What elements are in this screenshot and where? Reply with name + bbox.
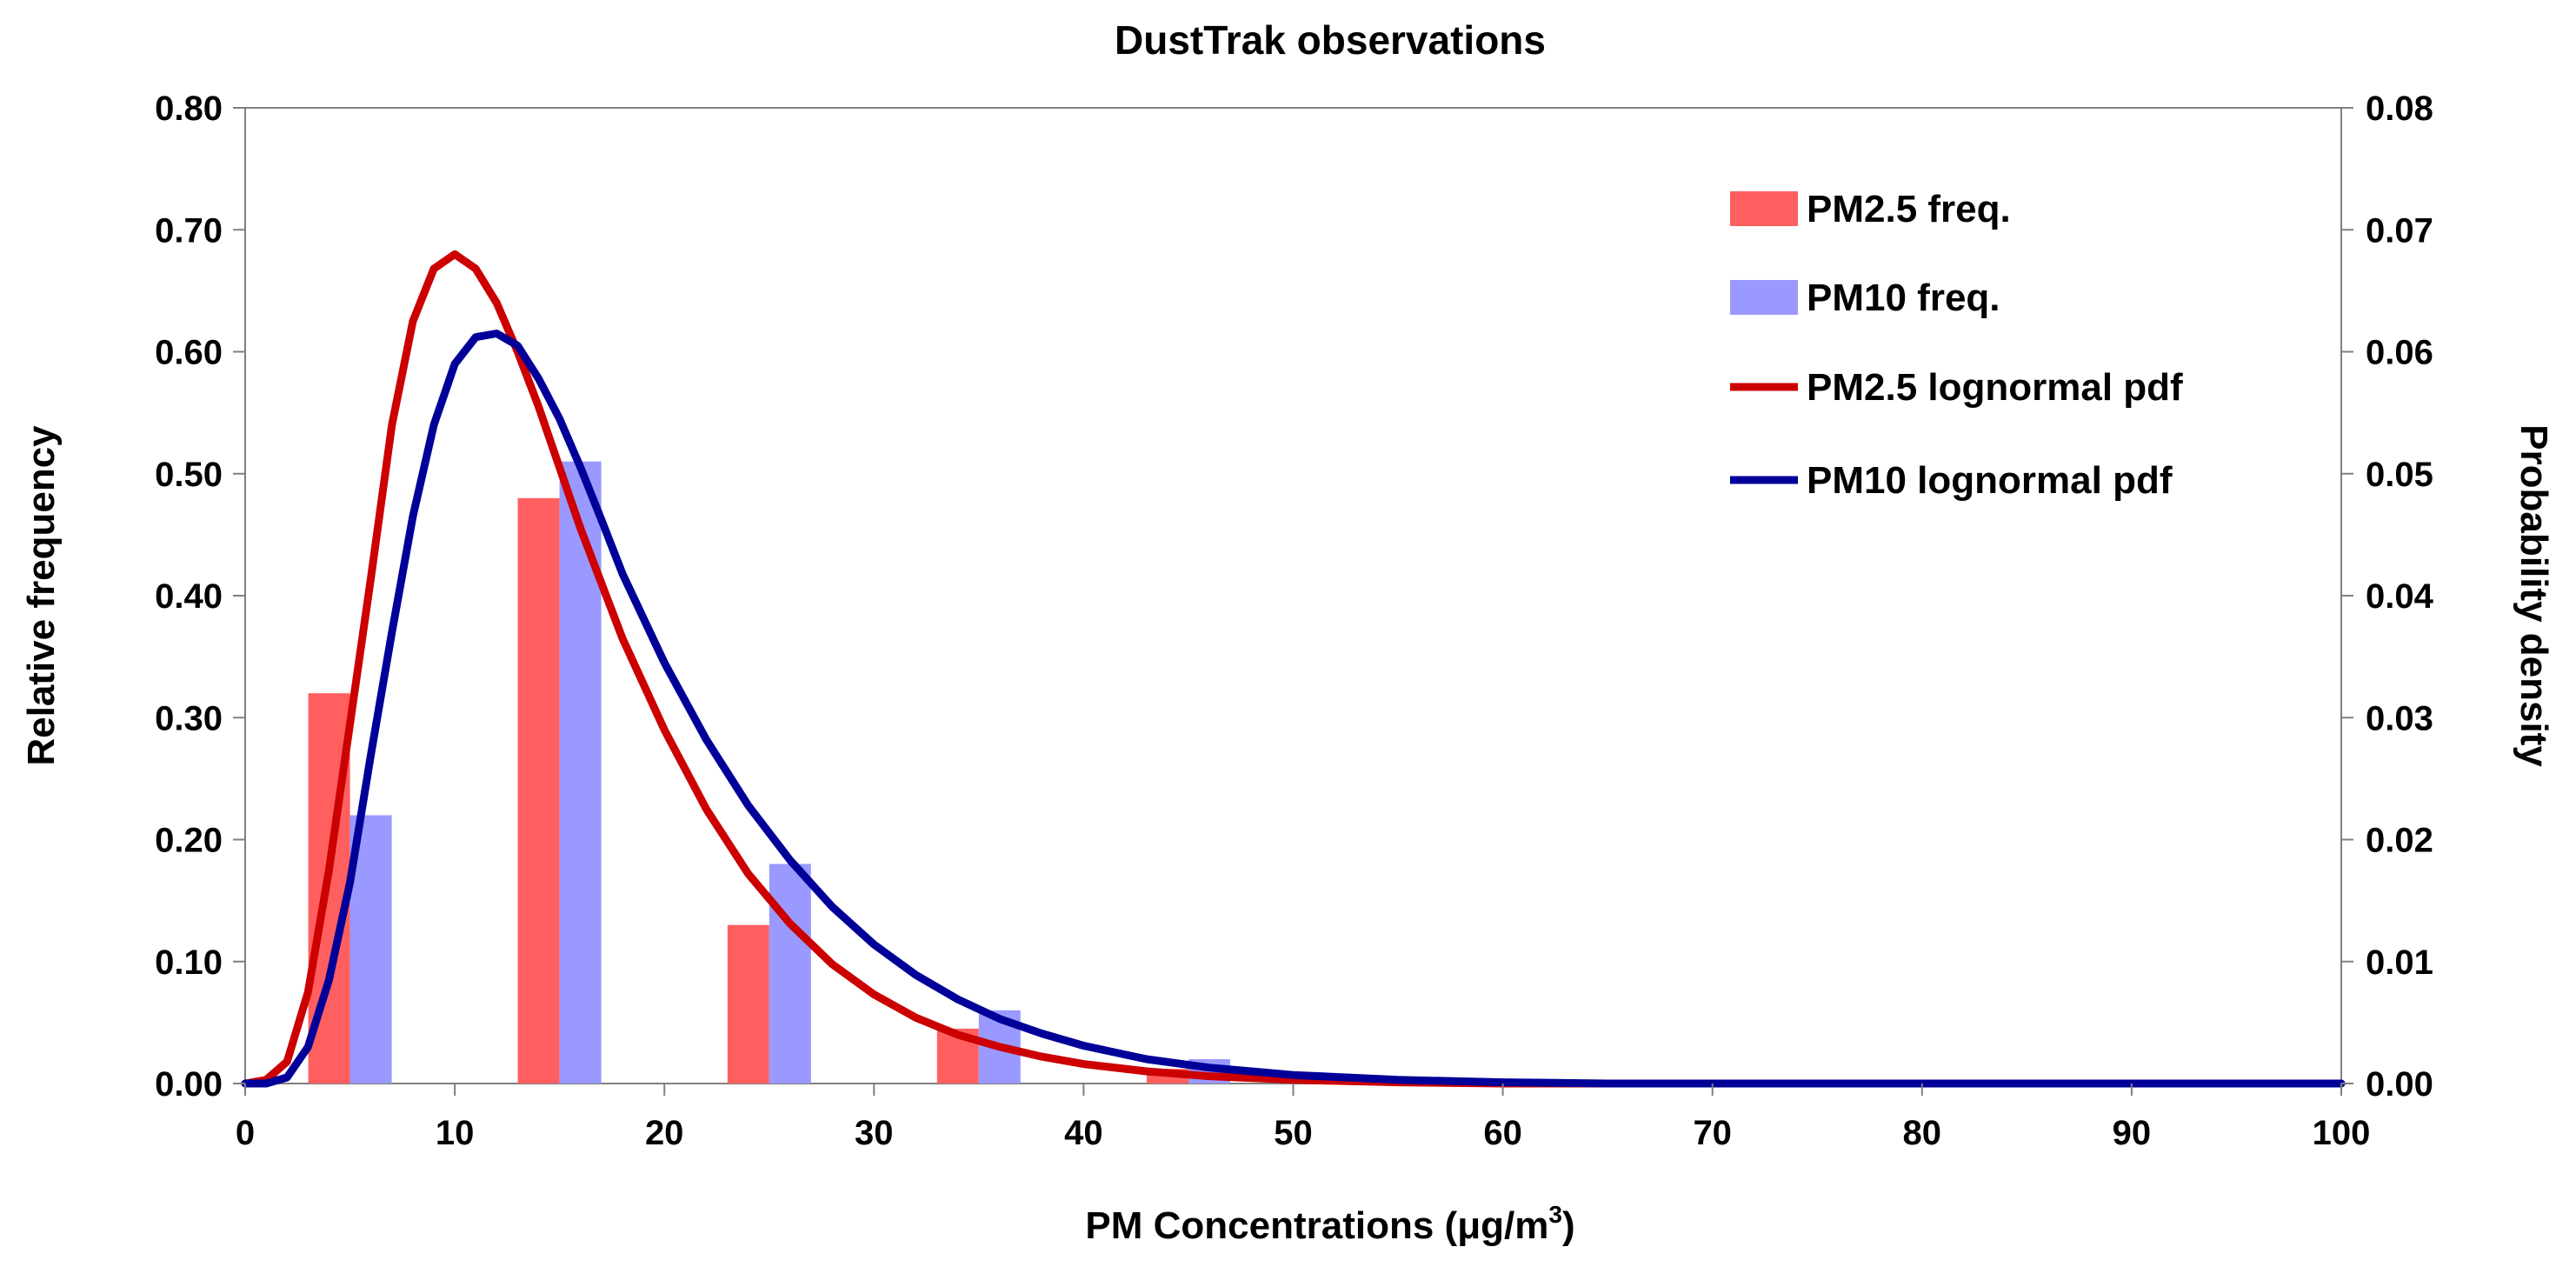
x-tick-label-0: 0 [236, 1114, 255, 1152]
bar-pm25-2 [727, 924, 769, 1084]
x-tick-label-4: 40 [1064, 1114, 1103, 1152]
y-tick-label-2: 0.20 [155, 822, 223, 860]
x-axis-label: PM Concentrations (μg/m3) [1085, 1201, 1574, 1247]
legend: PM2.5 freq. PM10 freq. PM2.5 lognormal p… [1730, 188, 2183, 502]
legend-item-pm25-freq: PM2.5 freq. [1730, 188, 2011, 230]
y2-tick-label-2: 0.02 [2366, 822, 2433, 860]
bar-pm25-1 [517, 497, 560, 1084]
y-tick-label-3: 0.30 [155, 699, 223, 737]
legend-item-pm10-pdf: PM10 lognormal pdf [1730, 459, 2173, 502]
y2-tick-label-4: 0.04 [2366, 577, 2434, 616]
y-tick-label-6: 0.60 [155, 334, 223, 372]
x-tick-label-10: 100 [2313, 1114, 2371, 1152]
y-axis-label: Relative frequency [20, 425, 63, 766]
y-tick-label-7: 0.70 [155, 211, 223, 250]
chart-title: DustTrak observations [1115, 17, 1546, 63]
legend-label-pm25-freq: PM2.5 freq. [1807, 188, 2011, 230]
y2-axis-label: Probability density [2513, 424, 2555, 767]
x-tick-group: 0 10 20 30 40 50 60 70 80 90 100 [236, 1084, 2371, 1152]
legend-item-pm10-freq: PM10 freq. [1730, 277, 2000, 319]
legend-label-pm25-pdf: PM2.5 lognormal pdf [1807, 366, 2183, 409]
y2-tick-label-3: 0.03 [2366, 699, 2433, 737]
x-tick-label-2: 20 [645, 1114, 684, 1152]
y-tick-label-8: 0.80 [155, 90, 223, 128]
y2-tick-label-7: 0.07 [2366, 211, 2433, 250]
y-tick-label-0: 0.00 [155, 1065, 223, 1104]
bar-group [308, 461, 1650, 1084]
legend-label-pm10-freq: PM10 freq. [1807, 277, 2000, 319]
line-pm10-pdf [241, 330, 2346, 1088]
legend-swatch-pm25-freq [1730, 191, 1798, 226]
y2-tick-label-0: 0.00 [2366, 1065, 2433, 1104]
legend-item-pm25-pdf: PM2.5 lognormal pdf [1730, 366, 2183, 409]
x-tick-label-7: 70 [1693, 1114, 1732, 1152]
y-tick-label-5: 0.50 [155, 456, 223, 494]
y-tick-label-4: 0.40 [155, 577, 223, 616]
x-tick-label-5: 50 [1274, 1114, 1313, 1152]
x-tick-label-6: 60 [1483, 1114, 1522, 1152]
legend-label-pm10-pdf: PM10 lognormal pdf [1807, 459, 2173, 502]
y-tick-group: 0.00 0.10 0.20 0.30 0.40 0.50 0.60 0.70 0.80 [155, 90, 245, 1104]
line-group [241, 250, 2346, 1088]
y2-tick-label-8: 0.08 [2366, 90, 2433, 128]
legend-swatch-pm10-freq [1730, 280, 1798, 315]
bar-pm10-2 [769, 864, 811, 1084]
y2-tick-label-6: 0.06 [2366, 334, 2433, 372]
line-pm25-pdf [241, 250, 2346, 1088]
x-tick-label-8: 80 [1903, 1114, 1942, 1152]
x-tick-label-9: 90 [2113, 1114, 2152, 1152]
bar-pm10-1 [559, 461, 602, 1084]
x-tick-label-3: 30 [855, 1114, 894, 1152]
y2-tick-label-1: 0.01 [2366, 944, 2433, 982]
y2-tick-group: 0.00 0.01 0.02 0.03 0.04 0.05 0.06 0.07 0.08 [2341, 90, 2434, 1104]
y2-tick-label-5: 0.05 [2366, 456, 2433, 494]
y-tick-label-1: 0.10 [155, 944, 223, 982]
x-tick-label-1: 10 [436, 1114, 475, 1152]
